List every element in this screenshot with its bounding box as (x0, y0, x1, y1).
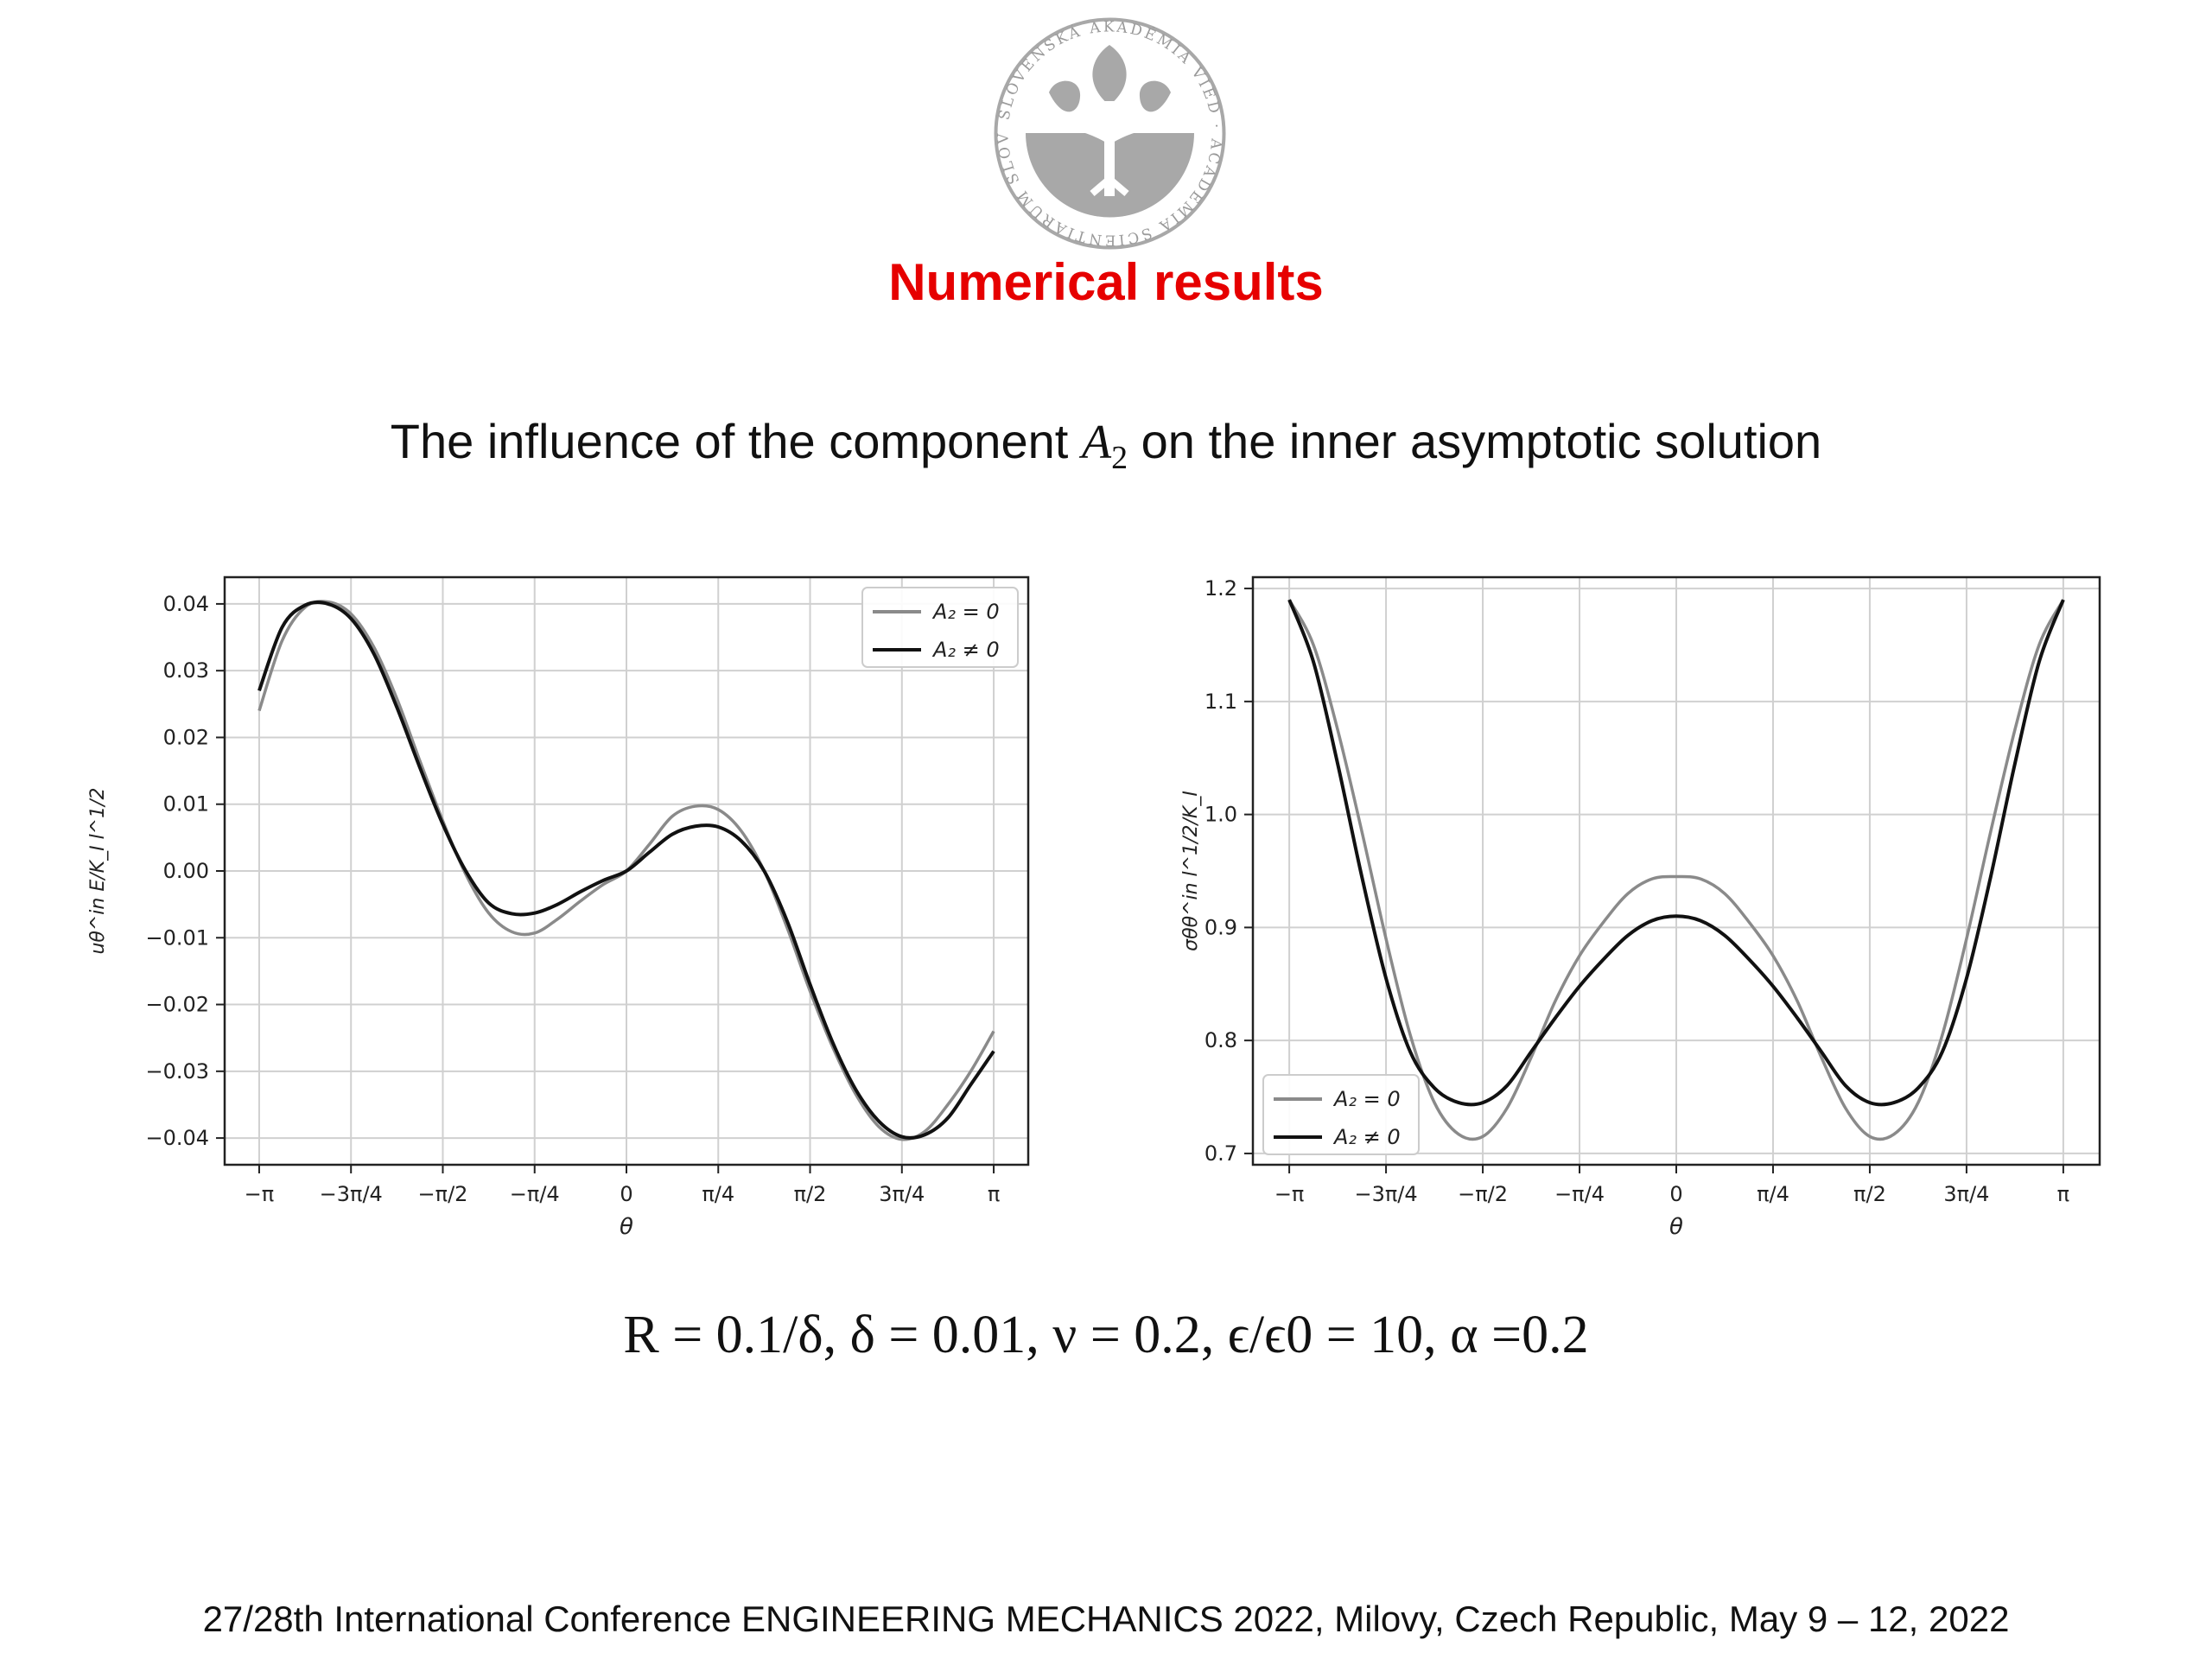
legend-label-a2-zero: A₂ = 0 (1332, 1087, 1401, 1111)
x-axis-label: θ (1669, 1214, 1683, 1240)
y-tick-label: 1.2 (1205, 576, 1237, 601)
x-tick-label: −π/4 (510, 1182, 560, 1206)
x-tick-label: −π/2 (418, 1182, 468, 1206)
y-tick-label: 0.04 (163, 592, 209, 616)
x-axis-label: θ (620, 1214, 633, 1240)
x-tick-label: −3π/4 (1354, 1182, 1417, 1206)
conference-footer: 27/28th International Conference ENGINEE… (202, 1599, 2010, 1639)
x-tick-label: −π/4 (1554, 1182, 1605, 1206)
y-tick-label: 1.0 (1205, 803, 1237, 827)
y-tick-label: −0.03 (145, 1059, 209, 1084)
series-line-a2-zero (1287, 599, 2065, 1141)
x-tick-label: π/2 (794, 1182, 827, 1206)
grid (1253, 577, 2100, 1165)
y-tick-label: 0.01 (163, 792, 209, 817)
y-tick-label: 0.9 (1205, 915, 1237, 939)
subtitle-math: A2 (1081, 416, 1128, 476)
x-tick-label: 3π/4 (1943, 1182, 1989, 1206)
parameters-equation: R = 0.1/δ, δ = 0.01, ν = 0.2, ϵ/ϵ0 = 10,… (623, 1306, 1589, 1364)
x-tick-label: π (2057, 1182, 2069, 1206)
x-tick-label: π/4 (702, 1182, 734, 1206)
x-tick-label: −π (245, 1182, 275, 1206)
legend: A₂ = 0 A₂ ≠ 0 (861, 587, 1019, 668)
slide-title: Numerical results (888, 253, 1324, 311)
y-tick-label: 0.03 (163, 658, 209, 683)
y-tick-label: 0.02 (163, 725, 209, 749)
y-axis-label: uθ^in E/K_I l^1/2 (87, 787, 109, 954)
legend: A₂ = 0 A₂ ≠ 0 (1262, 1074, 1420, 1155)
x-tick-label: −π/2 (1458, 1182, 1508, 1206)
x-tick-label: −3π/4 (320, 1182, 383, 1206)
x-tick-label: 0 (1669, 1182, 1682, 1206)
subtitle-math-subscript: 2 (1111, 440, 1128, 477)
x-tick-label: 3π/4 (879, 1182, 925, 1206)
subtitle-suffix: on the inner asymptotic solution (1128, 414, 1822, 468)
legend-label-a2-nonzero: A₂ ≠ 0 (1332, 1125, 1401, 1149)
subtitle-prefix: The influence of the component (390, 414, 1082, 468)
y-tick-label: −0.01 (145, 925, 209, 950)
academy-seal-logo: SLOVENSKÁ AKADÉMIA VIED · ACADEMIA SCIEN… (987, 10, 1226, 250)
y-tick-label: 0.00 (163, 859, 209, 883)
stress-chart: −π −3π/4 −π/2 −π/4 0 π/4 π/2 3π/4 π 1.2 1.1 1.0 0.9 0… (1180, 575, 2101, 1240)
y-tick-label: 1.1 (1205, 690, 1237, 714)
y-tick-label: 0.7 (1205, 1141, 1237, 1166)
legend-label-a2-zero: A₂ = 0 (931, 600, 1000, 624)
legend-label-a2-nonzero: A₂ ≠ 0 (931, 638, 1000, 662)
y-tick-label: −0.02 (145, 993, 209, 1017)
series-line-a2-nonzero (257, 601, 995, 1140)
slide-subtitle: The influence of the component A2 on the… (0, 413, 2212, 477)
series-line-a2-nonzero (1287, 599, 2065, 1107)
y-tick-label: −0.04 (145, 1126, 209, 1150)
legend-box (1262, 1074, 1420, 1155)
displacement-chart: −π −3π/4 −π/2 −π/4 0 π/4 π/2 3π/4 π 0.04 0.03 0.02 0… (87, 575, 1030, 1240)
x-tick-label: π (988, 1182, 1000, 1206)
subtitle-math-symbol: A (1081, 416, 1112, 469)
y-axis-label: σθθ^in l^1/2/K_I (1180, 791, 1202, 951)
legend-box (861, 587, 1019, 668)
grid (225, 577, 1028, 1165)
y-tick-label: 0.8 (1205, 1028, 1237, 1052)
x-tick-label: −π (1274, 1182, 1305, 1206)
x-tick-label: π/4 (1757, 1182, 1789, 1206)
x-tick-label: π/2 (1853, 1182, 1886, 1206)
x-tick-label: 0 (620, 1182, 632, 1206)
